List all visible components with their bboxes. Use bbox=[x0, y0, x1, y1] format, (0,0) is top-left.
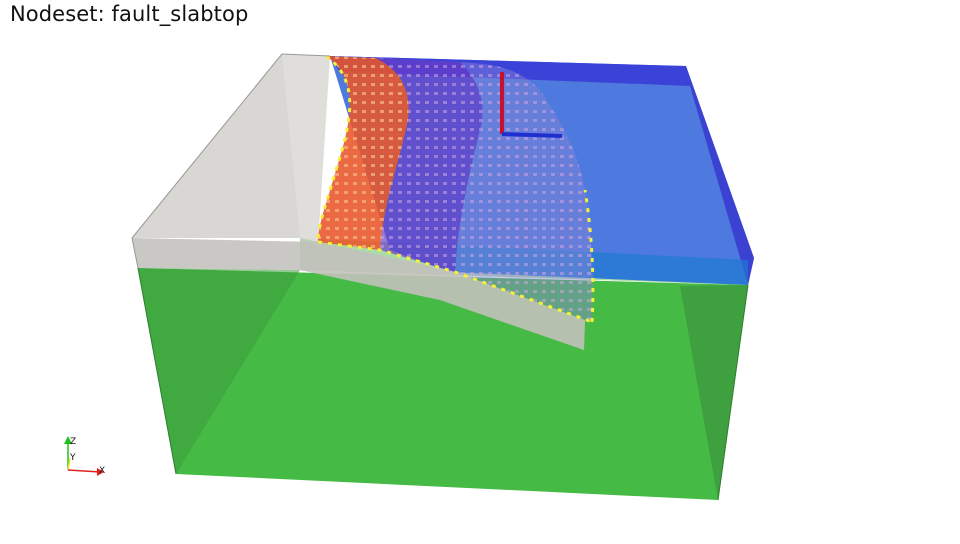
grey-upper-plate bbox=[132, 54, 585, 350]
axis-x-label: X bbox=[99, 466, 105, 476]
glyph-axes-icon bbox=[500, 72, 563, 138]
orientation-axes-icon: Z Y X bbox=[64, 436, 105, 476]
nodeset-title: Nodeset: fault_slabtop bbox=[10, 2, 249, 26]
nodeset-markers bbox=[316, 54, 595, 324]
fault-surfaces bbox=[318, 56, 593, 322]
upper-block-edges bbox=[131, 53, 331, 269]
axis-y-label: Y bbox=[69, 453, 76, 463]
green-lower-block bbox=[137, 267, 749, 501]
axis-z-label: Z bbox=[70, 437, 76, 447]
